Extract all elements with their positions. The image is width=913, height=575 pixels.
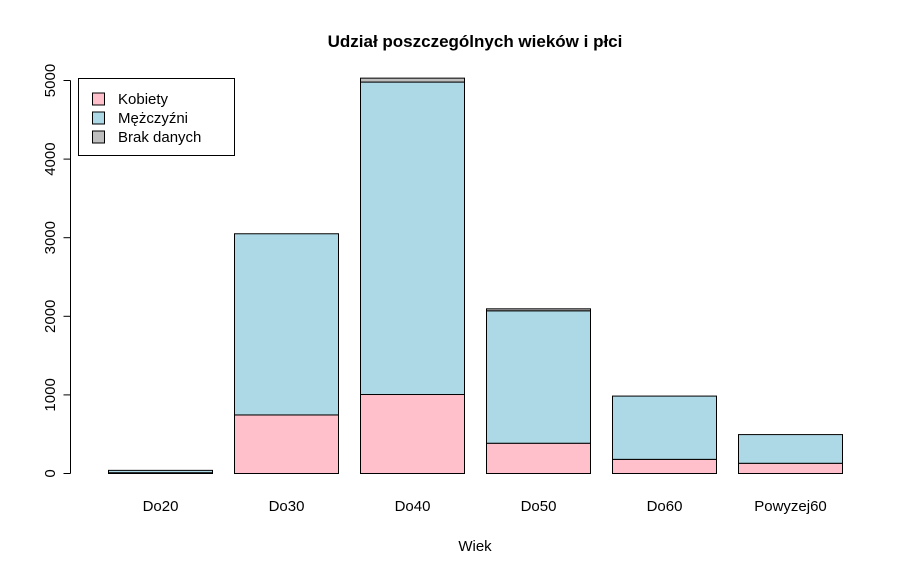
y-tick-label: 5000: [42, 64, 59, 97]
legend-label: Kobiety: [118, 91, 169, 108]
y-tick-label: 0: [42, 469, 59, 477]
bar-segment-do30-series-0: [234, 414, 339, 474]
bar-segment-powyzej60-series-0: [738, 462, 843, 475]
x-axis-tick-labels: Do20 Do30 Do40 Do50 Do60 Powyzej60: [143, 498, 827, 515]
bar-segment-do40-series-1: [360, 81, 465, 396]
bar-segment-powyzej60-series-1: [738, 434, 843, 464]
x-tick-label: Do30: [269, 498, 305, 515]
bar-segment-do60-series-0: [612, 458, 717, 474]
bar-segment-do20-series-1: [108, 469, 213, 474]
legend-label: Mężczyźni: [118, 110, 188, 127]
y-tick-label: 2000: [42, 300, 59, 333]
bar-segment-do50-series-2: [486, 308, 591, 312]
legend: Kobiety Mężczyźni Brak danych: [78, 78, 235, 156]
x-tick-label: Do60: [647, 498, 683, 515]
y-axis: 0 1000 2000 3000 4000 5000: [42, 64, 71, 478]
bars-group: [108, 77, 843, 475]
x-axis-label: Wiek: [458, 538, 492, 555]
y-tick-label: 1000: [42, 378, 59, 411]
y-tick-label: 3000: [42, 221, 59, 254]
bar-segment-do50-series-1: [486, 310, 591, 444]
y-tick-label: 4000: [42, 142, 59, 175]
x-tick-label: Do40: [395, 498, 431, 515]
legend-label: Brak danych: [118, 129, 201, 146]
x-tick-label: Do50: [521, 498, 557, 515]
legend-swatch: [92, 130, 105, 144]
bar-segment-do40-series-2: [360, 77, 465, 83]
bar-segment-do30-series-1: [234, 233, 339, 416]
legend-swatch: [92, 92, 105, 106]
chart-title: Udział poszczególnych wieków i płci: [328, 32, 623, 51]
x-tick-label: Do20: [143, 498, 179, 515]
bar-segment-do50-series-0: [486, 442, 591, 475]
x-tick-label: Powyzej60: [754, 498, 827, 515]
legend-swatch: [92, 111, 105, 125]
bar-segment-do40-series-0: [360, 394, 465, 474]
bar-segment-do60-series-1: [612, 395, 717, 460]
